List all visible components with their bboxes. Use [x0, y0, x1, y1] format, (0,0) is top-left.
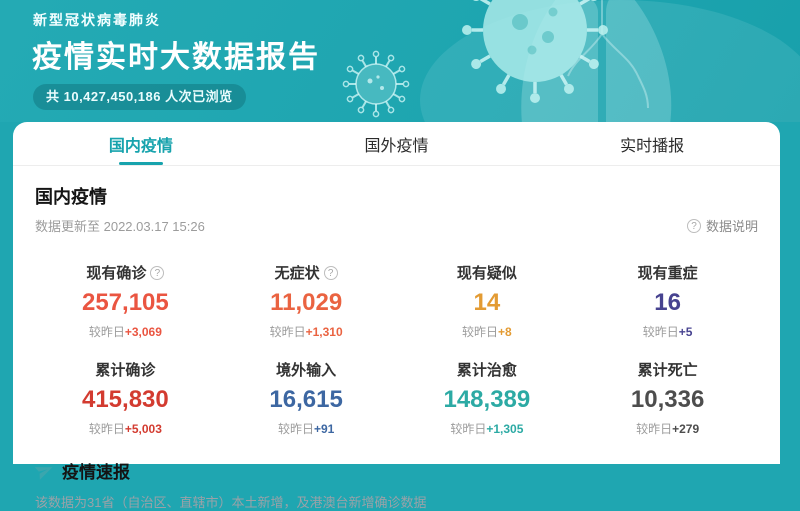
stat-label: 现有重症	[637, 265, 698, 282]
delta-prefix: 较昨日	[462, 325, 499, 339]
question-circle-icon[interactable]: ?	[323, 265, 338, 280]
lungs-shape	[521, 0, 672, 122]
stat-label: 无症状	[274, 265, 320, 282]
stat-delta: 较昨日+1,310	[216, 323, 397, 340]
bulletin-title: 疫情速报	[62, 463, 130, 482]
stat-cumulative-cured: 累计治愈 148,389 较昨日+1,305	[397, 359, 578, 437]
stat-value: 11,029	[270, 289, 343, 316]
update-timestamp: 数据更新至 2022.03.17 15:26	[35, 219, 205, 234]
virus-lungs-illustration	[342, 0, 800, 122]
bulletin-subtitle: 该数据为31省（自治区、直辖市）本土新增，及港澳台新增确诊数据	[35, 495, 427, 510]
stats-grid: 现有确诊 ? 257,105 较昨日+3,069 无症状 ? 11,029 较昨…	[35, 262, 758, 437]
stat-delta: 较昨日+5	[577, 323, 758, 340]
tab-live-broadcast[interactable]: 实时播报	[524, 122, 780, 165]
stat-label: 境外输入	[276, 362, 337, 379]
stat-label: 现有疑似	[456, 265, 517, 282]
report-card: 国内疫情 国外疫情 实时播报 国内疫情 数据更新至 2022.03.17 15:…	[13, 122, 780, 510]
stat-existing-confirmed: 现有确诊 ? 257,105 较昨日+3,069	[35, 262, 216, 340]
data-note-link[interactable]: ? 数据说明	[686, 216, 758, 235]
stat-asymptomatic: 无症状 ? 11,029 较昨日+1,310	[216, 262, 397, 340]
data-note-label: 数据说明	[705, 219, 758, 234]
torso-silhouette	[420, 0, 800, 122]
question-circle-icon[interactable]: ?	[150, 265, 165, 280]
small-virus-icon	[342, 50, 410, 118]
delta-prefix: 较昨日	[277, 422, 314, 436]
views-count-badge: 共 10,427,450,186 人次已浏览	[33, 84, 246, 110]
stat-cumulative-deaths: 累计死亡 10,336 较昨日+279	[577, 359, 758, 437]
stat-value: 16	[654, 289, 681, 316]
delta-prefix: 较昨日	[450, 422, 487, 436]
stat-delta: 较昨日+3,069	[35, 323, 216, 340]
delta-prefix: 较昨日	[269, 325, 306, 339]
active-tab-underline	[118, 162, 163, 165]
tab-label: 国内疫情	[108, 137, 173, 155]
tab-label: 国外疫情	[364, 137, 429, 155]
stat-cumulative-confirmed: 累计确诊 415,830 较昨日+5,003	[35, 359, 216, 437]
page-title: 疫情实时大数据报告	[32, 41, 320, 74]
stat-label: 累计治愈	[456, 362, 517, 379]
delta-value: +1,305	[486, 422, 524, 436]
tab-overseas[interactable]: 国外疫情	[269, 122, 525, 165]
section-title: 国内疫情	[35, 187, 107, 207]
paper-plane-icon	[34, 467, 53, 480]
delta-value: +8	[498, 325, 512, 339]
stat-label: 累计确诊	[95, 362, 156, 379]
delta-prefix: 较昨日	[88, 422, 125, 436]
question-circle-icon: ?	[686, 218, 701, 233]
delta-value: +5,003	[124, 422, 162, 436]
stat-delta: 较昨日+8	[397, 323, 578, 340]
delta-value: +3,069	[124, 325, 162, 339]
stat-existing-suspected: 现有疑似 14 较昨日+8	[397, 262, 578, 340]
stat-value: 14	[473, 289, 501, 316]
delta-prefix: 较昨日	[642, 325, 679, 339]
stat-imported-cases: 境外输入 16,615 较昨日+91	[216, 359, 397, 437]
bulletin-section: 疫情速报 该数据为31省（自治区、直辖市）本土新增，及港澳台新增确诊数据	[34, 458, 758, 511]
stat-label: 累计死亡	[637, 362, 698, 379]
stat-label: 现有确诊	[86, 265, 147, 282]
big-virus-icon	[460, 0, 610, 105]
delta-prefix: 较昨日	[88, 325, 125, 339]
delta-value: +91	[313, 422, 335, 436]
delta-value: +1,310	[305, 325, 343, 339]
tab-label: 实时播报	[620, 137, 685, 155]
stat-value: 10,336	[630, 386, 705, 413]
stat-value: 415,830	[81, 386, 169, 413]
stat-value: 257,105	[81, 289, 169, 316]
stat-value: 16,615	[269, 386, 343, 413]
header-eyebrow: 新型冠状病毒肺炎	[33, 12, 161, 28]
tab-bar: 国内疫情 国外疫情 实时播报	[13, 122, 780, 166]
report-header: 新型冠状病毒肺炎 疫情实时大数据报告 共 10,427,450,186 人次已浏…	[0, 0, 800, 122]
delta-prefix: 较昨日	[636, 422, 673, 436]
tab-domestic[interactable]: 国内疫情	[13, 122, 269, 165]
stat-delta: 较昨日+279	[577, 420, 758, 437]
delta-value: +5	[678, 325, 693, 339]
stat-delta: 较昨日+91	[216, 420, 397, 437]
stat-delta: 较昨日+1,305	[397, 420, 578, 437]
delta-value: +279	[672, 422, 700, 436]
stat-existing-severe: 现有重症 16 较昨日+5	[577, 262, 758, 340]
stat-delta: 较昨日+5,003	[35, 420, 216, 437]
stat-value: 148,389	[443, 386, 531, 413]
